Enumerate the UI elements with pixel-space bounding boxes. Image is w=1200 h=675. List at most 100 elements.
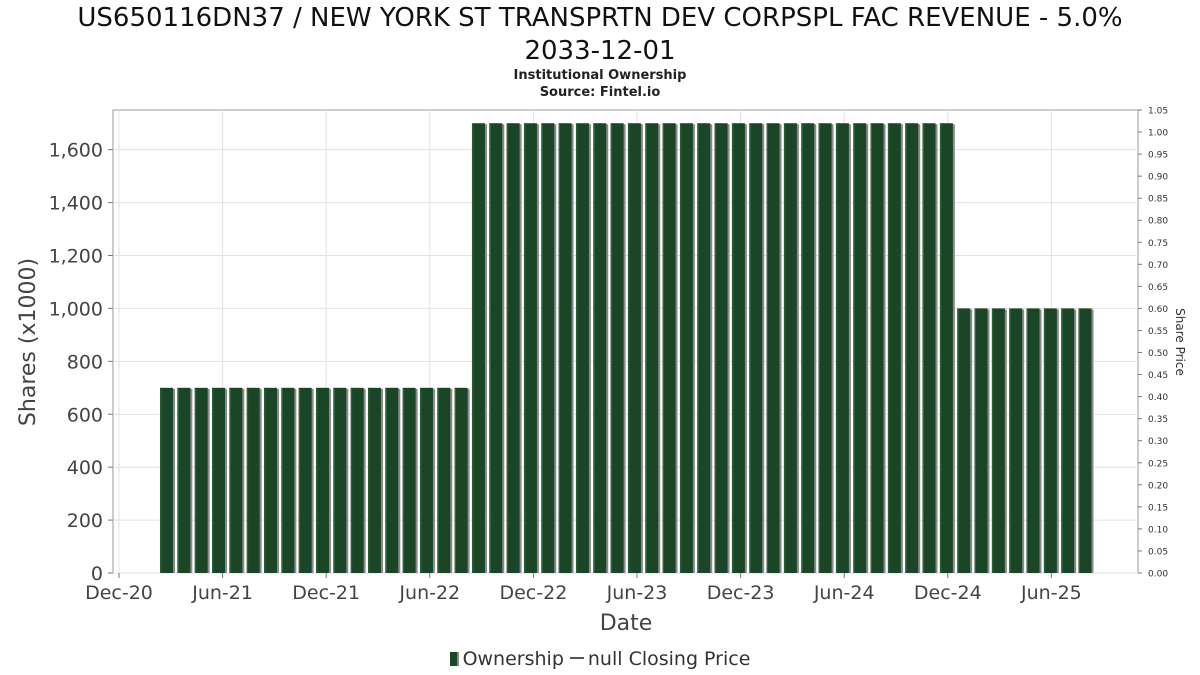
y-tick-label: 1,200	[49, 246, 103, 268]
bar	[835, 123, 849, 573]
x-tick-label: Jun-22	[398, 582, 460, 604]
y2-tick-label: 0.55	[1148, 327, 1168, 337]
bar	[350, 387, 364, 573]
y2-tick-label: 0.35	[1148, 415, 1168, 425]
bar	[523, 123, 537, 573]
y2-tick-label: 0.50	[1148, 349, 1168, 359]
bar	[645, 123, 659, 573]
bar	[281, 387, 295, 573]
bar	[1043, 308, 1057, 573]
bar	[731, 123, 745, 573]
x-tick-label: Jun-24	[813, 582, 875, 604]
bar	[697, 123, 711, 573]
bar	[454, 387, 468, 573]
y-axis-title: Shares (x1000)	[16, 258, 41, 426]
bar	[177, 387, 191, 573]
bar	[714, 123, 728, 573]
y2-tick-label: 1.00	[1148, 129, 1168, 139]
bar	[211, 387, 225, 573]
bar	[679, 123, 693, 573]
bar	[870, 123, 884, 573]
bar	[541, 123, 555, 573]
bar	[853, 123, 867, 573]
bar	[922, 123, 936, 573]
bar	[749, 123, 763, 573]
y2-tick-label: 0.65	[1148, 283, 1168, 293]
y2-tick-label: 0.15	[1148, 503, 1168, 513]
chart-source: Source: Fintel.io	[539, 85, 661, 100]
y2-tick-label: 0.60	[1148, 305, 1168, 315]
bar	[315, 387, 329, 573]
chart-title-line2: 2033-12-01	[524, 36, 676, 66]
bar	[489, 123, 503, 573]
x-tick-label: Jun-23	[606, 582, 668, 604]
y-tick-label: 1,400	[49, 193, 103, 215]
bar	[1061, 308, 1075, 573]
y2-tick-label: 0.25	[1148, 459, 1168, 469]
y2-tick-label: 0.90	[1148, 173, 1168, 183]
bar	[246, 387, 260, 573]
price-line-swatch	[569, 657, 584, 659]
y-tick-label: 200	[67, 510, 103, 532]
y2-tick-label: 0.45	[1148, 371, 1168, 381]
y2-tick-label: 0.80	[1148, 217, 1168, 227]
chart-subtitle: Institutional Ownership	[513, 68, 687, 83]
x-tick-label: Dec-22	[499, 582, 567, 604]
y2-tick-label: 0.95	[1148, 151, 1168, 161]
bar	[991, 308, 1005, 573]
bar	[974, 308, 988, 573]
y2-tick-label: 0.70	[1148, 261, 1168, 271]
x-tick-label: Dec-23	[707, 582, 775, 604]
bar	[783, 123, 797, 573]
bar	[887, 123, 901, 573]
bar	[160, 387, 173, 573]
bar	[229, 387, 243, 573]
chart-legend: Ownership null Closing Price	[0, 648, 1200, 670]
bar	[263, 387, 277, 573]
y2-tick-label: 1.05	[1148, 107, 1168, 117]
legend-price-label: null Closing Price	[587, 648, 751, 670]
y2-tick-label: 0.85	[1148, 195, 1168, 205]
bar	[1026, 308, 1040, 573]
bar	[818, 123, 832, 573]
x-tick-label: Dec-21	[292, 582, 360, 604]
bar	[766, 123, 780, 573]
bar	[801, 123, 815, 573]
bar	[939, 123, 953, 573]
bar	[957, 308, 971, 573]
chart-title: US650116DN37 / NEW YORK ST TRANSPRTN DEV…	[77, 3, 1123, 33]
y2-tick-label: 0.20	[1148, 481, 1168, 491]
y2-tick-label: 0.10	[1148, 525, 1168, 535]
y2-axis-title: Share Price	[1173, 308, 1187, 376]
bar	[402, 387, 416, 573]
bar	[437, 387, 451, 573]
bar	[1078, 308, 1092, 573]
bar	[367, 387, 381, 573]
bar	[471, 123, 485, 573]
bar	[558, 123, 572, 573]
bar	[333, 387, 347, 573]
bar	[1009, 308, 1023, 573]
y-tick-label: 800	[67, 351, 103, 373]
ownership-swatch	[449, 652, 459, 666]
x-tick-label: Jun-21	[191, 582, 253, 604]
bar	[662, 123, 676, 573]
legend-ownership-label: Ownership	[462, 648, 564, 670]
bar	[627, 123, 641, 573]
y-tick-label: 400	[67, 457, 103, 479]
y2-tick-label: 0.05	[1148, 547, 1168, 557]
bar	[905, 123, 919, 573]
x-axis-title: Date	[600, 611, 653, 636]
x-tick-label: Jun-25	[1020, 582, 1082, 604]
bar	[194, 387, 208, 573]
y-tick-label: 1,000	[49, 298, 103, 320]
y2-tick-label: 0.30	[1148, 437, 1168, 447]
bar	[298, 387, 312, 573]
bar	[506, 123, 520, 573]
bar	[593, 123, 607, 573]
y2-tick-label: 0.75	[1148, 239, 1168, 249]
y2-tick-label: 0.00	[1148, 570, 1168, 580]
y-tick-label: 600	[67, 404, 103, 426]
y-tick-label: 1,600	[49, 140, 103, 162]
